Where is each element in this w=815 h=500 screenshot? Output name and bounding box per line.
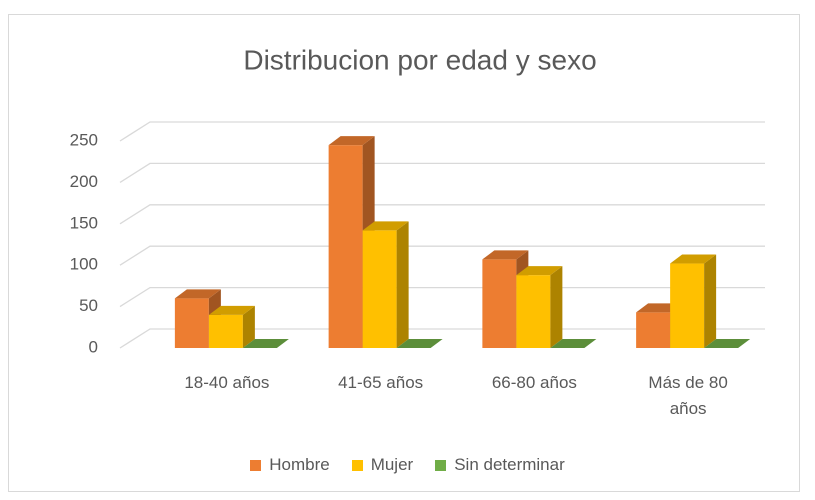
legend-label: Sin determinar bbox=[454, 455, 565, 474]
y-tick-label: 250 bbox=[70, 130, 98, 149]
bar-side bbox=[550, 266, 563, 348]
legend-swatch bbox=[435, 459, 447, 471]
y-tick-label: 100 bbox=[70, 255, 98, 274]
bar-top bbox=[550, 339, 597, 348]
bar-top bbox=[362, 221, 409, 231]
bar-front bbox=[670, 263, 705, 348]
legend-label: Mujer bbox=[370, 455, 414, 474]
bar-front bbox=[328, 145, 363, 348]
grid-line bbox=[119, 121, 765, 142]
bar-top bbox=[516, 266, 563, 276]
bar-side bbox=[396, 221, 409, 348]
bar-front bbox=[174, 298, 209, 348]
x-tick-label: 41-65 años bbox=[338, 373, 424, 392]
bar-top bbox=[482, 250, 529, 260]
y-tick-label: 50 bbox=[79, 296, 98, 315]
legend-swatch bbox=[351, 459, 363, 471]
legend-item: Mujer bbox=[351, 455, 414, 475]
chart-title: Distribucion por edad y sexo bbox=[243, 44, 596, 75]
legend: Hombre Mujer Sin determinar bbox=[0, 455, 815, 475]
grid-line bbox=[119, 245, 765, 266]
bar bbox=[396, 339, 443, 348]
bar-top bbox=[328, 136, 375, 146]
bar-front bbox=[208, 314, 243, 348]
legend-label: Hombre bbox=[269, 455, 330, 474]
bar-front bbox=[482, 259, 517, 348]
bar-side bbox=[704, 254, 717, 348]
bar bbox=[670, 254, 717, 348]
bar bbox=[516, 266, 563, 348]
y-tick-label: 0 bbox=[89, 337, 98, 356]
grid-line bbox=[119, 162, 765, 183]
bar-side bbox=[242, 305, 255, 348]
bar-front bbox=[516, 275, 551, 348]
grid-line bbox=[119, 204, 765, 225]
y-tick-label: 150 bbox=[70, 213, 98, 232]
chart-frame bbox=[8, 14, 800, 492]
x-tick-label: 18-40 años bbox=[184, 373, 270, 392]
bar-top bbox=[208, 305, 255, 315]
legend-item: Sin determinar bbox=[435, 455, 565, 475]
y-tick-label: 200 bbox=[70, 172, 98, 191]
bar-front bbox=[636, 312, 671, 348]
bar bbox=[208, 305, 255, 348]
legend-item: Hombre bbox=[250, 455, 330, 475]
legend-swatch bbox=[250, 459, 262, 471]
bar bbox=[704, 339, 751, 348]
bar-top bbox=[704, 339, 751, 348]
bar-top bbox=[670, 254, 717, 264]
bar-top bbox=[242, 339, 289, 348]
bar-top bbox=[396, 339, 443, 348]
bar-top bbox=[174, 289, 221, 299]
x-tick-label: Más de 80 años bbox=[648, 373, 728, 418]
bar bbox=[242, 339, 289, 348]
bar-front bbox=[362, 230, 397, 348]
bar bbox=[550, 339, 597, 348]
x-tick-label: 66-80 años bbox=[491, 373, 577, 392]
bar bbox=[362, 221, 409, 348]
